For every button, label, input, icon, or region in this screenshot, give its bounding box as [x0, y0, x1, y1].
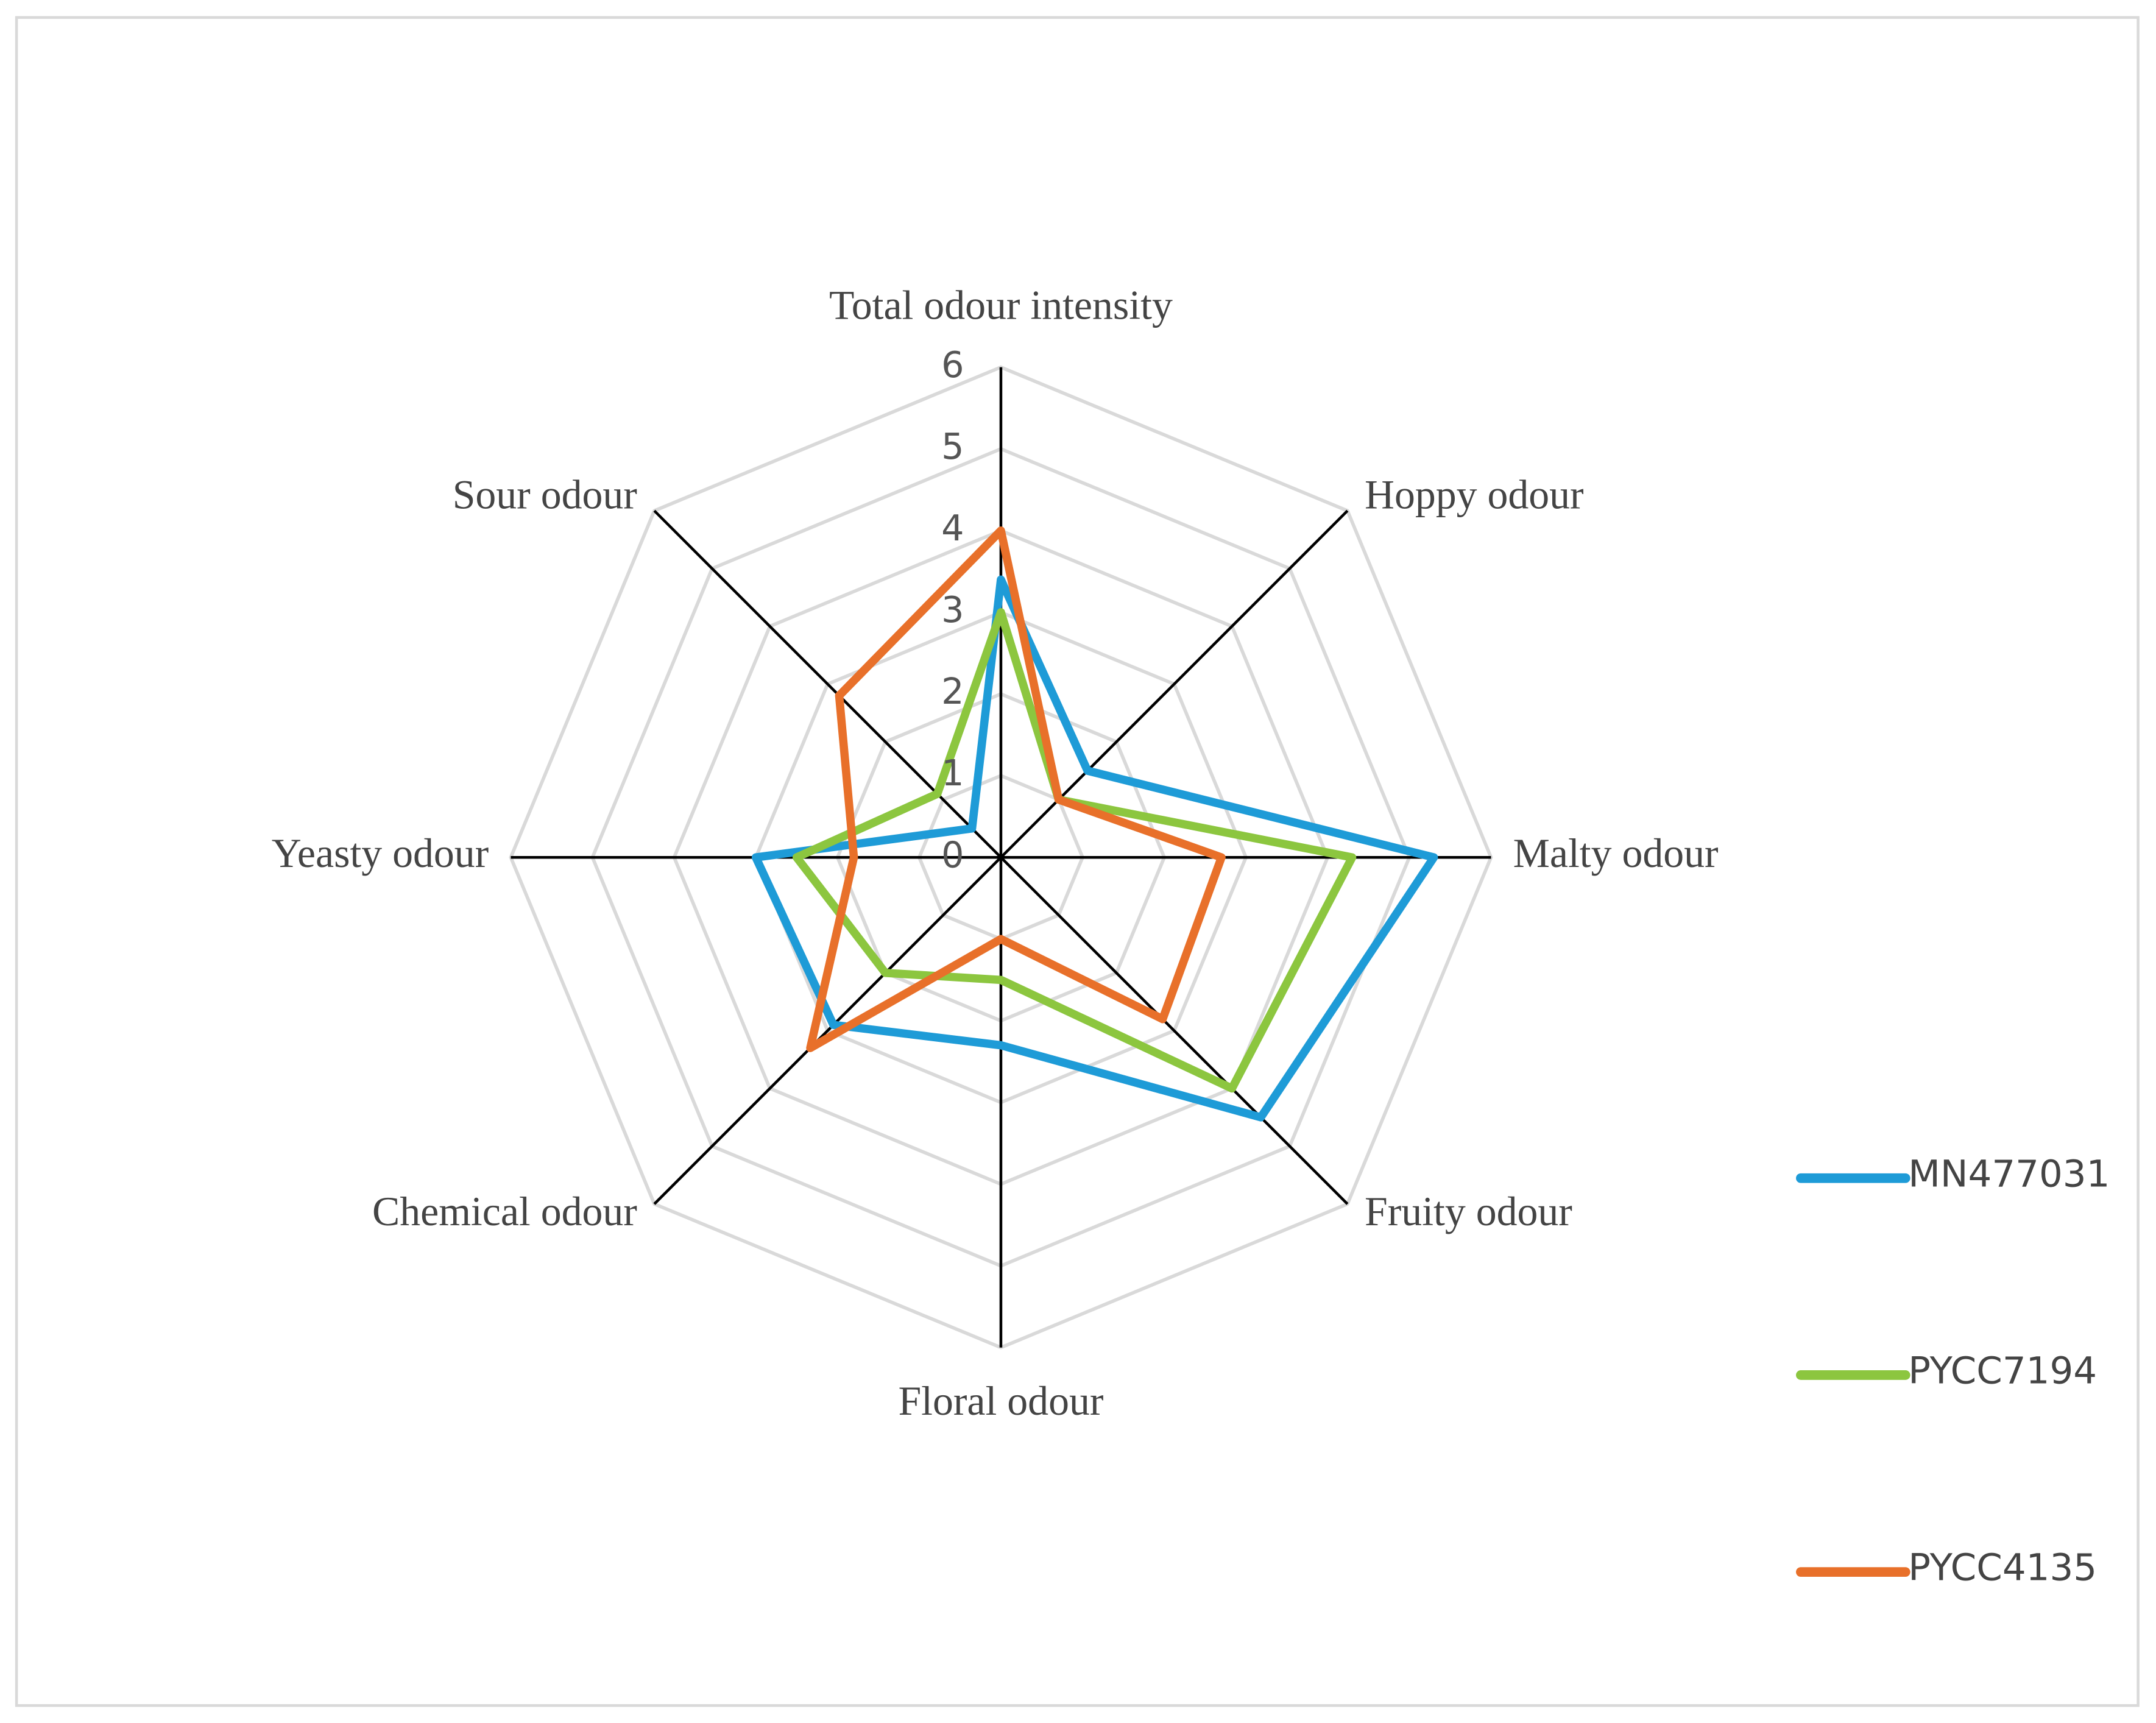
- category-label: Yeasty odour: [272, 830, 489, 876]
- series-line: [751, 575, 1438, 1122]
- axis-line: [653, 509, 1002, 858]
- legend-label: PYCC7194: [1908, 1350, 2098, 1393]
- legend-label: PYCC4135: [1908, 1547, 2098, 1590]
- legend-entry: PYCC7194: [1908, 1350, 2098, 1393]
- r-tick-label: 6: [941, 344, 964, 386]
- legend-label: MN477031: [1908, 1153, 2110, 1197]
- category-label: Chemical odour: [372, 1189, 637, 1234]
- r-tick-label: 0: [941, 833, 964, 876]
- series-line: [806, 526, 1226, 1052]
- category-label: Hoppy odour: [1365, 472, 1584, 518]
- r-tick-label: 3: [941, 589, 964, 631]
- category-label: Fruity odour: [1365, 1189, 1572, 1234]
- axis-line: [1000, 856, 1349, 1205]
- legend-entry: PYCC4135: [1908, 1547, 2098, 1590]
- category-label: Total odour intensity: [829, 282, 1173, 328]
- legend-entry: MN477031: [1908, 1153, 2110, 1197]
- series-line: [792, 608, 1357, 1093]
- r-tick-label: 5: [941, 425, 964, 467]
- axis-line: [653, 856, 1002, 1205]
- r-tick-label: 2: [941, 670, 964, 712]
- r-tick-label: 1: [941, 752, 964, 794]
- category-label: Floral odour: [898, 1378, 1103, 1424]
- category-label: Malty odour: [1513, 830, 1719, 876]
- r-tick-label: 4: [941, 507, 964, 549]
- category-label: Sour odour: [453, 472, 637, 518]
- chart-border: [15, 16, 2140, 1707]
